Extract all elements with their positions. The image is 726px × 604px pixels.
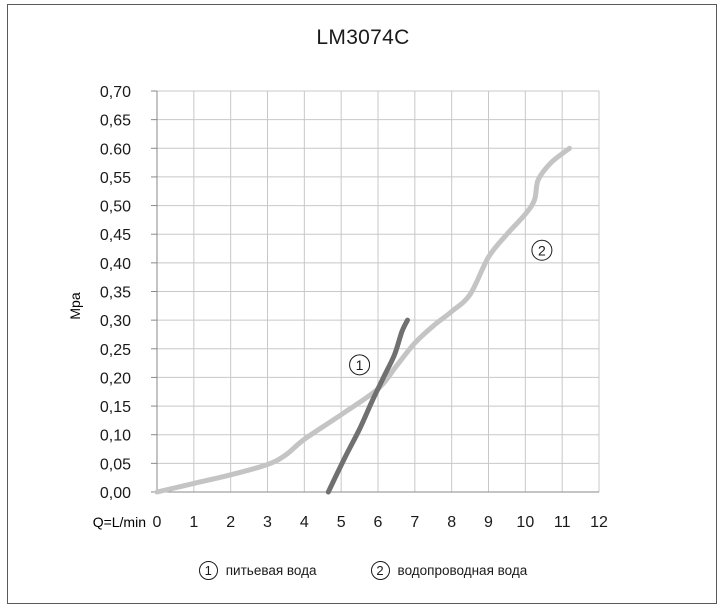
legend-marker-1: 1	[198, 561, 218, 580]
x-tick-label: 5	[337, 514, 346, 531]
y-axis-label: Mpa	[67, 292, 83, 319]
y-tick-label: 0,40	[100, 256, 131, 273]
x-tick-label: 10	[516, 514, 534, 531]
y-tick-label: 0,55	[100, 170, 131, 187]
x-tick-label: 4	[300, 514, 309, 531]
x-tick-label: 11	[554, 514, 571, 531]
series-marker-label-1: 1	[356, 357, 364, 373]
legend-marker-2: 2	[370, 561, 390, 580]
y-tick-label: 0,65	[100, 113, 131, 130]
y-tick-label: 0,35	[100, 285, 131, 302]
y-tick-label: 0,10	[100, 428, 131, 445]
grid	[157, 90, 600, 492]
series-line-1	[325, 317, 410, 495]
x-tick-label: 9	[484, 514, 493, 531]
x-tick-label: 0	[153, 514, 162, 531]
y-tick-label: 0.60	[100, 141, 131, 158]
y-tick-label: 0,25	[100, 342, 131, 359]
y-tick-label: 0,05	[100, 456, 131, 473]
legend-item-1: 1 питьевая вода	[198, 561, 317, 580]
x-tick-label: 8	[447, 514, 456, 531]
legend-label-1: питьевая вода	[225, 563, 317, 578]
series-marker-label-2: 2	[538, 242, 546, 258]
legend: 1 питьевая вода 2 водопроводная вода	[0, 561, 726, 580]
y-tick-label: 0,50	[100, 199, 131, 216]
series-line-2	[154, 145, 572, 495]
y-tick-labels: 0,00 0,05 0,10 0,15 0,20 0,25 0,30 0,35 0,40 0,45…	[100, 84, 131, 502]
series-marker-circle-1	[349, 354, 371, 376]
series-lines	[154, 145, 572, 495]
legend-label-2: водопроводная вода	[397, 563, 528, 578]
y-tick-label: 0,30	[100, 313, 131, 330]
x-tick-label: 7	[410, 514, 419, 531]
x-tick-label: 12	[590, 514, 608, 531]
y-tick-label: 0,20	[100, 370, 131, 387]
y-tick-label: 0,15	[100, 399, 131, 416]
x-tick-label: 2	[226, 514, 235, 531]
x-tick-labels: 0 1 2 3 4 5 6 7 8 9 10 11 12	[153, 514, 608, 531]
x-tick-label: 6	[374, 514, 383, 531]
y-tick-label: 0,70	[100, 84, 131, 101]
x-tick-label: 3	[263, 514, 272, 531]
axes	[151, 90, 599, 493]
x-tick-label: 1	[189, 514, 198, 531]
y-tick-label: 0,45	[100, 227, 131, 244]
x-axis-label: Q=L/min	[93, 514, 146, 530]
legend-item-2: 2 водопроводная вода	[370, 561, 528, 580]
y-tick-label: 0,00	[100, 485, 131, 502]
series-markers: 12	[349, 239, 553, 376]
chart-title: LM3074C	[316, 26, 410, 49]
series-marker-circle-2	[531, 239, 553, 261]
